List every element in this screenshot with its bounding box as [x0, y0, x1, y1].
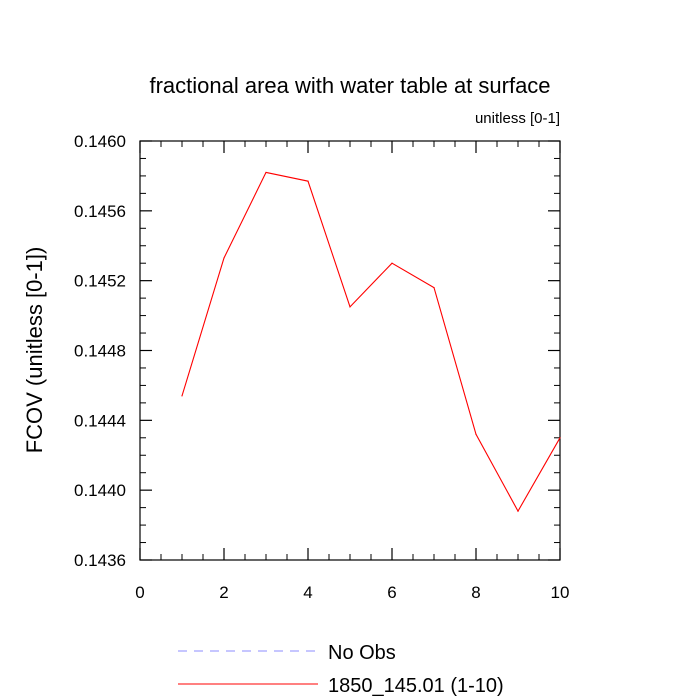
data-point	[307, 180, 309, 182]
data-point	[349, 306, 351, 308]
plot-frame	[139, 140, 561, 561]
y-tick-label: 0.1444	[74, 411, 126, 430]
series-line-1	[181, 171, 561, 513]
data-point	[223, 257, 225, 259]
series-layer	[181, 171, 561, 513]
chart-title: fractional area with water table at surf…	[149, 73, 550, 98]
y-tick-label: 0.1436	[74, 551, 126, 570]
y-tick-label: 0.1460	[74, 132, 126, 151]
data-point	[265, 171, 267, 174]
y-tick-label: 0.1452	[74, 272, 126, 291]
data-point	[433, 287, 435, 289]
x-tick-label: 10	[551, 583, 570, 602]
data-point	[181, 395, 183, 397]
y-axis-label: FCOV (unitless [0-1])	[22, 247, 47, 454]
legend-label-series: 1850_145.01 (1-10)	[328, 675, 504, 697]
x-tick-label: 8	[471, 583, 480, 602]
axis-ticks	[139, 140, 561, 561]
data-point	[559, 437, 561, 439]
plot-border	[139, 140, 561, 561]
x-tick-label: 6	[387, 583, 396, 602]
chart-subtitle: unitless [0-1]	[475, 110, 560, 127]
y-tick-label: 0.1440	[74, 481, 126, 500]
y-tick-label: 0.1448	[74, 342, 126, 361]
legend: No Obs 1850_145.01 (1-10)	[178, 642, 504, 697]
x-tick-label: 4	[303, 583, 312, 602]
axis-tick-labels: 0 2 4 6 8 10 0.1436 0.1440 0.1444 0.1448 0.1452 0.1…	[74, 132, 569, 602]
x-tick-label: 0	[135, 583, 144, 602]
x-tick-label: 2	[219, 583, 228, 602]
data-point	[475, 433, 477, 435]
data-point	[391, 262, 393, 264]
y-tick-label: 0.1456	[74, 202, 126, 221]
legend-label-no-obs: No Obs	[328, 642, 396, 664]
data-point	[517, 510, 519, 512]
